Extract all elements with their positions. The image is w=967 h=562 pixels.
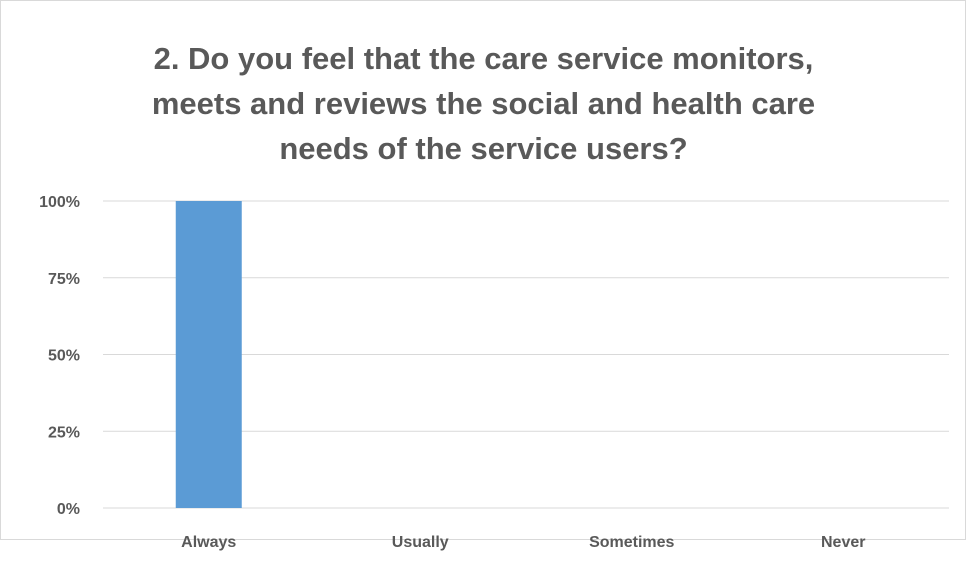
chart-title-line-2: meets and reviews the social and health … (151, 86, 816, 121)
chart-title-line-3: needs of the service users? (279, 131, 688, 166)
y-tick-label: 100% (39, 194, 80, 211)
y-tick-label: 75% (48, 271, 80, 288)
x-tick-label: Sometimes (589, 534, 674, 551)
chart-title-line-1: 2. Do you feel that the care service mon… (153, 41, 814, 76)
y-tick-label: 25% (48, 424, 80, 441)
chart-frame (0, 0, 966, 540)
x-tick-label: Usually (392, 534, 449, 551)
y-tick-label: 50% (48, 348, 80, 365)
x-tick-label: Always (181, 534, 236, 551)
chart-title: 2. Do you feel that the care service mon… (0, 36, 967, 171)
x-tick-label: Never (821, 534, 865, 551)
bar (175, 201, 242, 508)
y-tick-label: 0% (57, 501, 80, 518)
